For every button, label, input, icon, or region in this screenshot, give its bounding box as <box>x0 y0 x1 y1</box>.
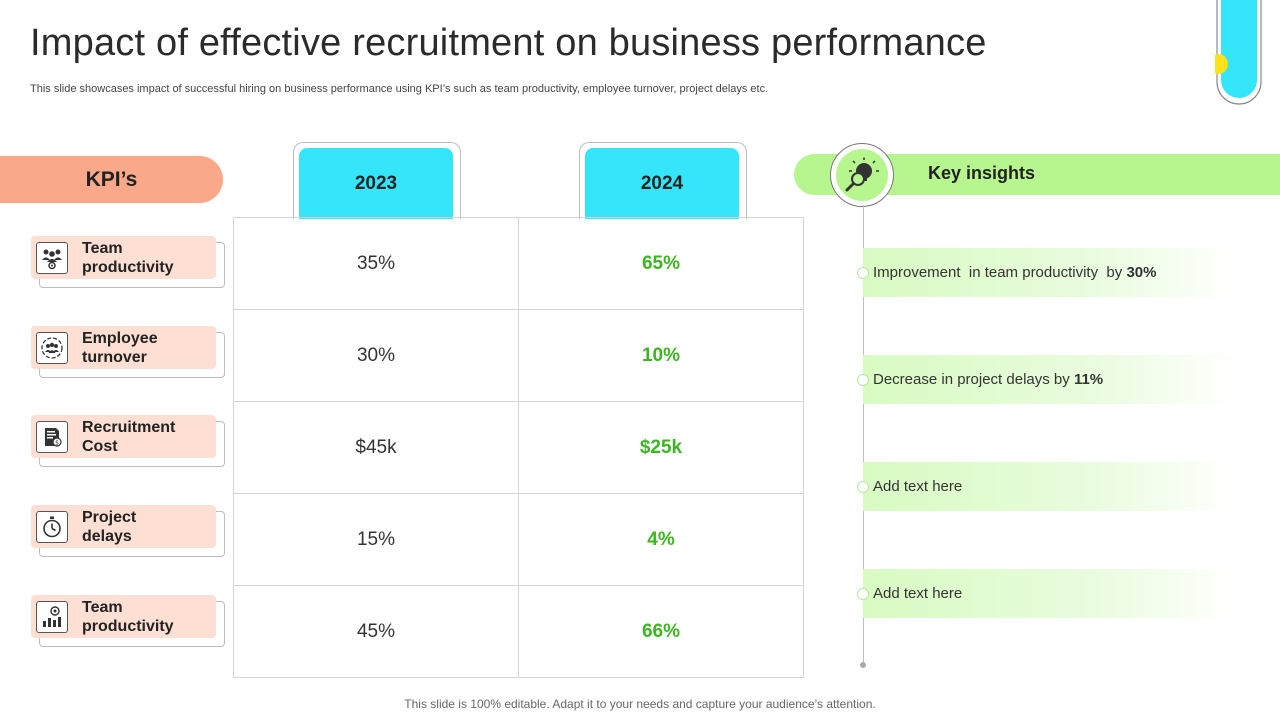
kpi-row-project-delays: Project delays <box>31 505 225 557</box>
value-2023: 30% <box>233 309 519 402</box>
year-header-2023: 2023 <box>293 142 461 219</box>
invoice-icon: $ <box>36 420 68 453</box>
kpi-row-team-productivity: Team productivity <box>31 236 225 288</box>
value-2023: 15% <box>233 493 519 586</box>
insight-item: Decrease in project delays by 11% <box>857 355 1238 404</box>
stopwatch-icon <box>36 510 68 543</box>
insight-item: Add text here <box>857 462 1238 511</box>
kpi-header: KPI’s <box>0 156 223 203</box>
kpi-label: Recruitment Cost <box>82 418 176 455</box>
insight-item: Improvement in team productivity by 30% <box>857 248 1238 297</box>
table-row: 30% 10% <box>233 309 805 402</box>
insight-text: Add text here <box>873 478 963 495</box>
slide-title: Impact of effective recruitment on busin… <box>30 22 987 64</box>
kpi-row-recruitment-cost: $ Recruitment Cost <box>31 415 225 467</box>
lightbulb-magnifier-icon <box>845 157 879 192</box>
test-tube-decoration-icon <box>1215 0 1262 105</box>
kpi-row-employee-turnover: Employee turnover <box>31 326 225 378</box>
insight-text: Improvement in team productivity by 30% <box>873 264 1157 281</box>
insight-item: Add text here <box>857 569 1238 618</box>
table-row: $45k $25k <box>233 401 805 494</box>
kpi-label: Project delays <box>82 508 137 545</box>
year-header-2024: 2024 <box>579 142 747 219</box>
kpi-label: Team productivity <box>82 239 174 276</box>
value-2024: 66% <box>517 585 805 678</box>
turnover-icon <box>36 331 68 364</box>
kpi-values-table: 35% 65% 30% 10% $45k $25k 15% 4% 45% 66% <box>233 217 805 678</box>
table-row: 15% 4% <box>233 493 805 586</box>
value-2024: 4% <box>517 493 805 586</box>
timeline-end-dot <box>860 662 866 668</box>
table-row: 35% 65% <box>233 217 805 310</box>
svg-text:$: $ <box>55 439 59 446</box>
value-2023: 35% <box>233 217 519 310</box>
insights-timeline <box>863 205 864 665</box>
table-row: 45% 66% <box>233 585 805 678</box>
insight-text: Add text here <box>873 585 963 602</box>
insight-text: Decrease in project delays by 11% <box>873 371 1104 388</box>
insight-badge <box>830 143 894 207</box>
footer-note: This slide is 100% editable. Adapt it to… <box>404 697 876 711</box>
value-2024: 65% <box>517 217 805 310</box>
value-2023: 45% <box>233 585 519 678</box>
year-label: 2024 <box>585 148 739 219</box>
kpi-label: Employee turnover <box>82 329 158 366</box>
productivity-chart-icon <box>36 600 68 633</box>
kpi-label: Team productivity <box>82 598 174 635</box>
insights-title: Key insights <box>928 163 1036 183</box>
kpi-row-team-productivity-2: Team productivity <box>31 595 225 647</box>
value-2024: $25k <box>517 401 805 494</box>
slide-subtitle: This slide showcases impact of successfu… <box>30 83 769 95</box>
team-icon <box>36 241 68 274</box>
year-label: 2023 <box>299 148 453 219</box>
value-2023: $45k <box>233 401 519 494</box>
value-2024: 10% <box>517 309 805 402</box>
